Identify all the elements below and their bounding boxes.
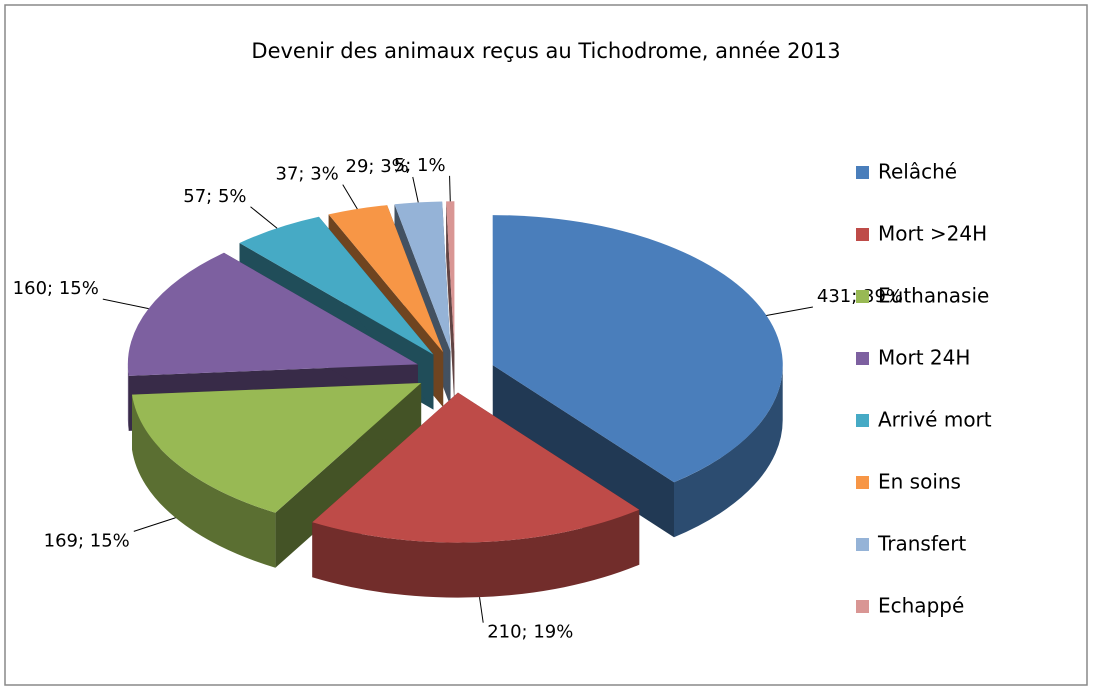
slice-wall <box>674 365 783 538</box>
slice <box>446 201 455 352</box>
legend-label: Transfert <box>877 532 966 556</box>
slice-side <box>446 201 455 407</box>
leader-line <box>449 175 451 202</box>
leader-line <box>102 298 149 310</box>
data-label: 5; 1% <box>394 155 446 176</box>
slice-wall <box>312 509 640 598</box>
leader-line <box>133 517 176 532</box>
legend-swatch <box>856 600 869 613</box>
data-label: 29; 3% <box>346 156 409 177</box>
legend-label: En soins <box>878 470 961 494</box>
legend-swatch <box>856 166 869 179</box>
legend-label: Mort 24H <box>878 346 970 370</box>
slice <box>394 201 451 352</box>
leader-line <box>342 184 358 210</box>
slice-side <box>492 365 674 538</box>
legend-swatch <box>856 414 869 427</box>
chart-title: Devenir des animaux reçus au Tichodrome,… <box>251 39 840 63</box>
slice <box>312 392 640 543</box>
data-label: 57; 5% <box>183 186 246 207</box>
legend-label: Echappé <box>878 594 964 618</box>
leader-line <box>412 176 419 203</box>
leader-line <box>766 306 813 316</box>
slice-wall <box>132 394 276 568</box>
legend-swatch <box>856 476 869 489</box>
legend-swatch <box>856 228 869 241</box>
legend-swatch <box>856 352 869 365</box>
legend-label: Arrivé mort <box>878 408 992 432</box>
legend-label: Mort >24H <box>878 222 987 246</box>
legend-label: Euthanasie <box>878 284 989 308</box>
slice <box>127 252 418 376</box>
data-label: 169; 15% <box>44 530 130 551</box>
legend-label: Relâché <box>878 160 957 184</box>
slice <box>492 215 783 483</box>
legend-swatch <box>856 290 869 303</box>
data-label: 37; 3% <box>276 164 339 185</box>
slice-wall <box>127 364 129 431</box>
pie-tops <box>127 201 783 543</box>
slice <box>239 216 434 355</box>
leader-line <box>250 206 278 229</box>
slice <box>132 383 422 513</box>
legend-swatch <box>856 538 869 551</box>
data-label: 210; 19% <box>487 622 573 643</box>
slice <box>328 205 444 353</box>
data-label: 160; 15% <box>13 278 99 299</box>
leader-line <box>479 597 484 623</box>
